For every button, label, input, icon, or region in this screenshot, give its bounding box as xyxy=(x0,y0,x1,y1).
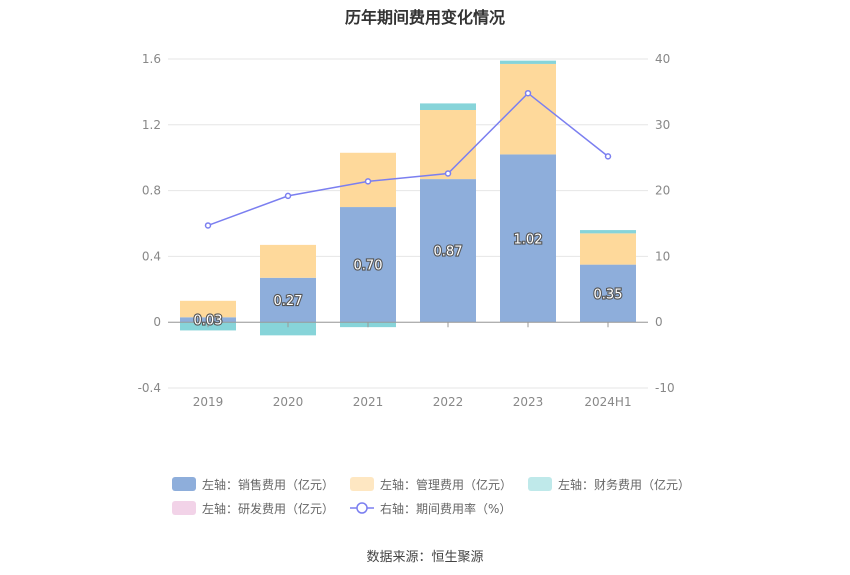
bar-segment xyxy=(180,300,236,318)
y-right-tick-label: -10 xyxy=(655,381,675,395)
bar-segment xyxy=(260,322,316,336)
bar-segment xyxy=(580,230,636,234)
bar-data-label: 1.02 xyxy=(514,232,543,247)
x-tick-label: 2020 xyxy=(273,395,304,409)
expense-ratio-point xyxy=(444,170,452,177)
legend-item-rnd[interactable]: 左轴：研发费用（亿元） xyxy=(172,500,334,517)
legend-swatch xyxy=(172,501,196,515)
x-tick-label: 2021 xyxy=(353,395,384,409)
bar-data-label: 0.03 xyxy=(194,314,223,329)
bar-data-label: 0.27 xyxy=(274,294,303,309)
data-source: 数据来源：恒生聚源 xyxy=(366,550,484,565)
y-left-tick-label: -0.4 xyxy=(138,381,161,395)
legend-swatch xyxy=(528,477,553,491)
bar-segment xyxy=(580,264,636,323)
y-left-tick-label: 0.8 xyxy=(142,184,161,198)
chart-plot: -0.4 0 0.4 0.8 1.2 1.6 -10 0 10 20 30 40 2019 2020 202… xyxy=(138,52,675,409)
legend-item-admin[interactable]: 左轴：管理费用（亿元） xyxy=(350,476,512,493)
expense-ratio-point xyxy=(284,192,292,200)
bar-segment xyxy=(500,63,556,155)
legend-label: 左轴：管理费用（亿元） xyxy=(380,477,513,492)
legend-label: 左轴：研发费用（亿元） xyxy=(202,501,335,516)
expense-ratio-point xyxy=(204,222,212,229)
bar-data-label: 0.35 xyxy=(594,287,623,302)
y-left-tick-label: 0.4 xyxy=(142,249,161,263)
legend-line-icon xyxy=(350,502,375,514)
legend-item-finance[interactable]: 左轴：财务费用（亿元） xyxy=(528,476,690,493)
bar-segment xyxy=(420,179,476,323)
legend-swatch xyxy=(172,477,196,491)
x-tick-label: 2023 xyxy=(513,395,544,409)
bar-segment xyxy=(180,317,236,323)
y-right-tick-label: 40 xyxy=(655,52,670,66)
expense-ratio-point xyxy=(604,153,612,160)
bar-segment xyxy=(580,233,636,265)
y-right-tick-label: 10 xyxy=(655,249,670,263)
chart-legend: 左轴：销售费用（亿元） 左轴：管理费用（亿元） 左轴：财务费用（亿元） 左轴：研… xyxy=(172,472,732,520)
legend-label: 左轴：财务费用（亿元） xyxy=(558,477,691,492)
y-left-tick-label: 0 xyxy=(153,315,161,329)
chart-title: 历年期间费用变化情况 xyxy=(344,8,505,27)
bar-data-label: 0.70 xyxy=(354,259,383,274)
y-right-tick-label: 20 xyxy=(655,184,670,198)
bar-segment xyxy=(260,277,316,323)
bar-data-label: 0.87 xyxy=(434,245,463,260)
y-left-tick-label: 1.2 xyxy=(142,118,161,132)
bar-segment xyxy=(340,207,396,323)
y-left-tick-label: 1.6 xyxy=(142,52,161,66)
bar-segment xyxy=(500,60,556,64)
expense-ratio-point xyxy=(524,89,532,97)
expense-ratio-point xyxy=(364,178,372,185)
bar-segment xyxy=(420,109,476,180)
bar-segment xyxy=(260,244,316,278)
bar-segment xyxy=(420,103,476,110)
legend-item-sales[interactable]: 左轴：销售费用（亿元） xyxy=(172,476,334,493)
x-tick-label: 2019 xyxy=(193,395,224,409)
legend-swatch xyxy=(350,477,375,491)
x-tick-label: 2022 xyxy=(433,395,464,409)
legend-label: 右轴：期间费用率（%） xyxy=(380,501,512,516)
legend-label: 左轴：销售费用（亿元） xyxy=(202,477,335,492)
expense-ratio-line xyxy=(207,92,609,227)
y-right-tick-label: 0 xyxy=(655,315,663,329)
bar-segment xyxy=(500,154,556,323)
y-right-tick-label: 30 xyxy=(655,118,670,132)
legend-item-expense-ratio[interactable]: 右轴：期间费用率（%） xyxy=(350,500,511,517)
x-tick-label: 2024H1 xyxy=(584,395,631,409)
